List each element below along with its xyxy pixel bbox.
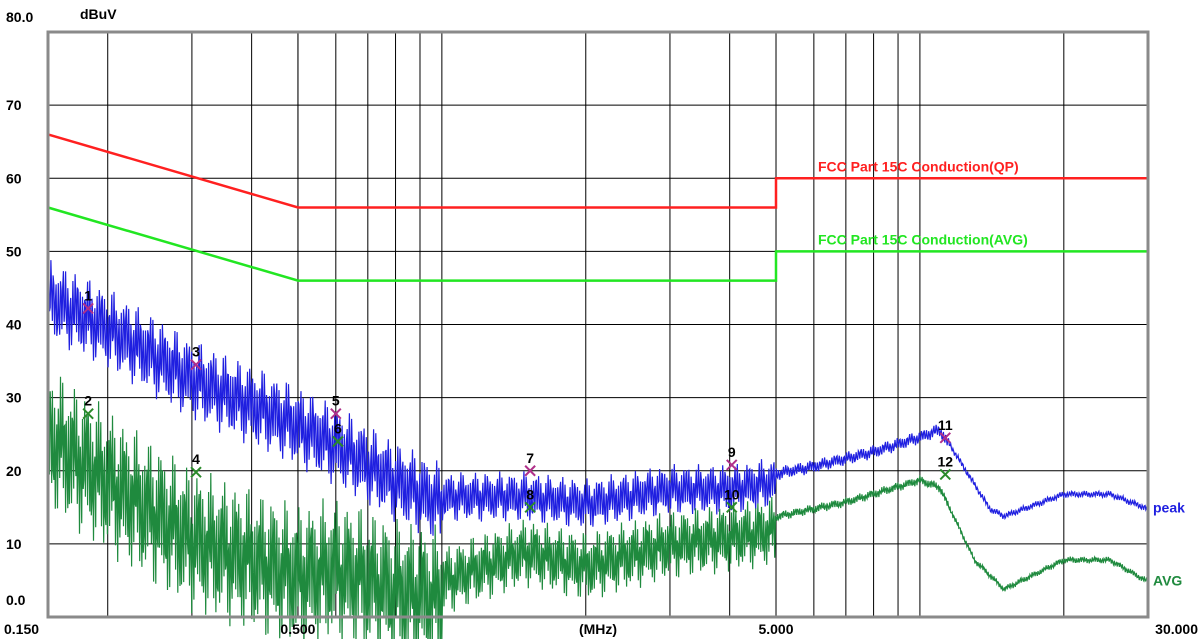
marker-label: 9 — [728, 444, 736, 460]
marker-label: 11 — [938, 417, 953, 433]
x-tick-label: 0.150 — [4, 621, 39, 637]
y-tick-label: 10 — [6, 536, 22, 552]
y-tick-label: 30 — [6, 390, 22, 406]
y-tick-label: 0.0 — [6, 592, 26, 608]
marker-label: 3 — [192, 344, 200, 360]
marker-label: 5 — [332, 393, 340, 409]
y-tick-label: 40 — [6, 317, 22, 333]
marker-label: 8 — [526, 486, 534, 502]
y-tick-label: 20 — [6, 463, 22, 479]
marker-label: 10 — [724, 486, 740, 502]
y-tick-label: 50 — [6, 243, 22, 259]
marker-label: 4 — [192, 451, 200, 467]
y-tick-label: 60 — [6, 170, 22, 186]
marker-label: 7 — [526, 450, 534, 466]
marker-label: 2 — [84, 393, 92, 409]
marker-label: 12 — [937, 453, 953, 469]
limit-label: FCC Part 15C Conduction(AVG) — [818, 231, 1028, 247]
x-axis-title: (MHz) — [579, 621, 617, 637]
marker-label: 1 — [84, 287, 92, 303]
trace-label: AVG — [1153, 572, 1182, 588]
x-tick-label: 30.000 — [1155, 621, 1198, 637]
y-tick-label: 80.0 — [6, 9, 33, 25]
limit-label: FCC Part 15C Conduction(QP) — [818, 158, 1019, 174]
marker-label: 6 — [334, 421, 342, 437]
trace-label: peak — [1153, 499, 1185, 515]
x-tick-label: 5.000 — [758, 621, 793, 637]
y-tick-label: 70 — [6, 97, 22, 113]
y-axis-title: dBuV — [80, 6, 117, 22]
x-tick-label: 0.500 — [280, 621, 315, 637]
